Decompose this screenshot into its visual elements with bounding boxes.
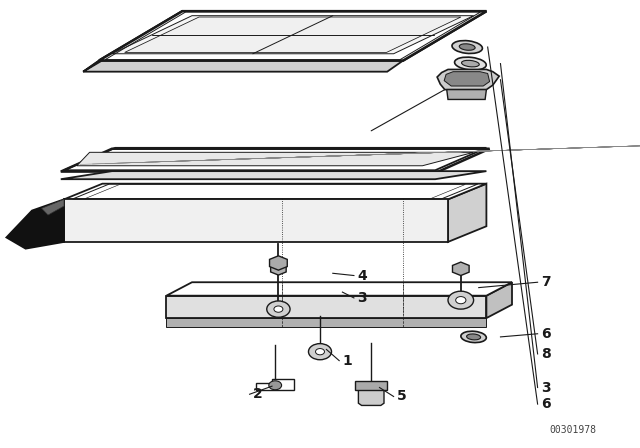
Polygon shape: [125, 17, 461, 52]
Polygon shape: [166, 296, 486, 318]
Polygon shape: [77, 152, 474, 166]
Ellipse shape: [467, 334, 481, 340]
Circle shape: [269, 381, 282, 390]
Text: 3: 3: [541, 380, 550, 395]
Text: 6: 6: [541, 327, 550, 341]
Text: 8: 8: [541, 347, 550, 361]
Polygon shape: [166, 318, 486, 327]
Text: 6: 6: [541, 397, 550, 411]
Polygon shape: [444, 72, 490, 86]
Ellipse shape: [460, 44, 475, 50]
Polygon shape: [83, 60, 403, 72]
Polygon shape: [447, 90, 486, 99]
Polygon shape: [64, 199, 448, 242]
Polygon shape: [61, 171, 486, 179]
Ellipse shape: [454, 57, 486, 70]
Text: 5: 5: [397, 389, 406, 404]
Polygon shape: [64, 148, 486, 170]
Polygon shape: [358, 383, 384, 405]
Polygon shape: [486, 282, 512, 318]
Text: 4: 4: [357, 268, 367, 283]
Polygon shape: [448, 184, 486, 242]
Polygon shape: [452, 262, 469, 276]
Polygon shape: [6, 199, 64, 249]
Text: 7: 7: [541, 275, 550, 289]
Polygon shape: [64, 184, 486, 199]
Polygon shape: [269, 256, 287, 270]
Circle shape: [274, 306, 283, 312]
Ellipse shape: [452, 41, 483, 53]
Text: 2: 2: [253, 387, 262, 401]
Polygon shape: [99, 11, 486, 60]
Polygon shape: [83, 11, 182, 72]
Circle shape: [448, 291, 474, 309]
Circle shape: [267, 301, 290, 317]
Text: 3: 3: [357, 291, 367, 305]
Text: 1: 1: [342, 353, 352, 368]
Circle shape: [456, 297, 466, 304]
Ellipse shape: [461, 60, 479, 67]
Polygon shape: [271, 263, 286, 275]
Ellipse shape: [461, 331, 486, 343]
Polygon shape: [112, 16, 474, 54]
Polygon shape: [437, 69, 499, 90]
Polygon shape: [355, 381, 387, 390]
Circle shape: [316, 349, 324, 355]
Polygon shape: [256, 379, 294, 390]
Circle shape: [308, 344, 332, 360]
Polygon shape: [166, 282, 512, 296]
Text: 00301978: 00301978: [549, 426, 596, 435]
Polygon shape: [42, 199, 64, 215]
Polygon shape: [99, 11, 486, 60]
